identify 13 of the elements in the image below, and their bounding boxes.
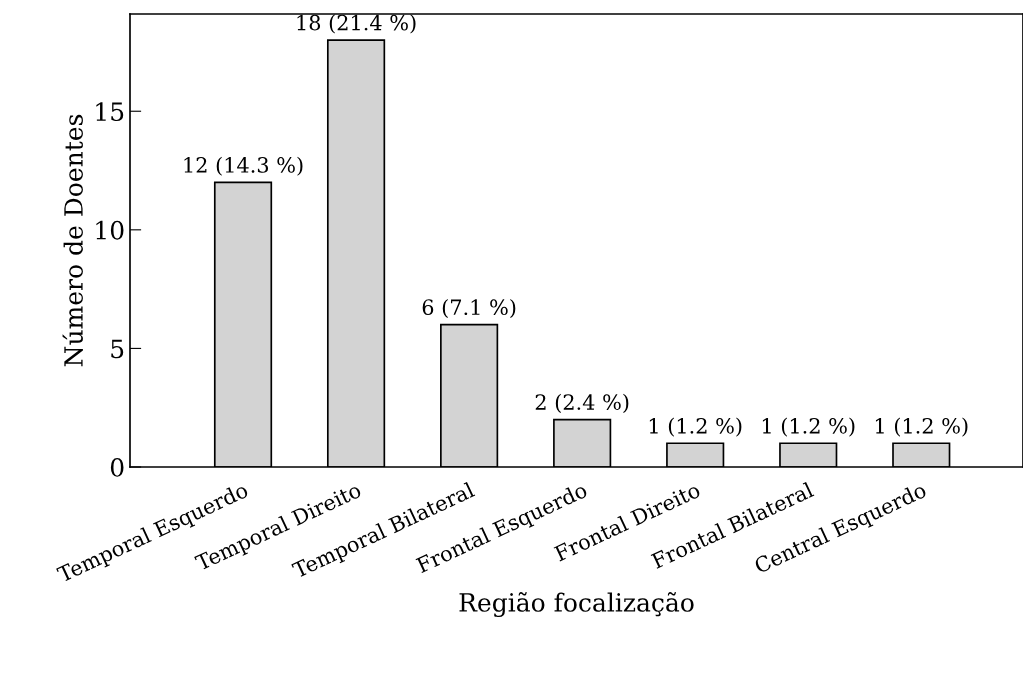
- y-tick-label: 5: [111, 339, 124, 359]
- data-label: 2 (2.4 %): [535, 393, 629, 413]
- data-label: 1 (1.2 %): [875, 417, 968, 437]
- data-label: 18 (21.4 %): [297, 14, 416, 34]
- x-axis-title: Região focalização: [459, 592, 694, 618]
- y-tick-label: 10: [96, 220, 124, 240]
- data-label: 12 (14.3 %): [184, 156, 303, 176]
- y-axis-title: Número de Doentes: [62, 114, 83, 367]
- y-tick-label: 0: [110, 457, 124, 477]
- y-tick-label: 15: [96, 102, 124, 122]
- data-label: 1 (1.2 %): [762, 417, 855, 437]
- data-label: 1 (1.2 %): [649, 417, 742, 437]
- data-label: 6 (7.1 %): [422, 298, 516, 319]
